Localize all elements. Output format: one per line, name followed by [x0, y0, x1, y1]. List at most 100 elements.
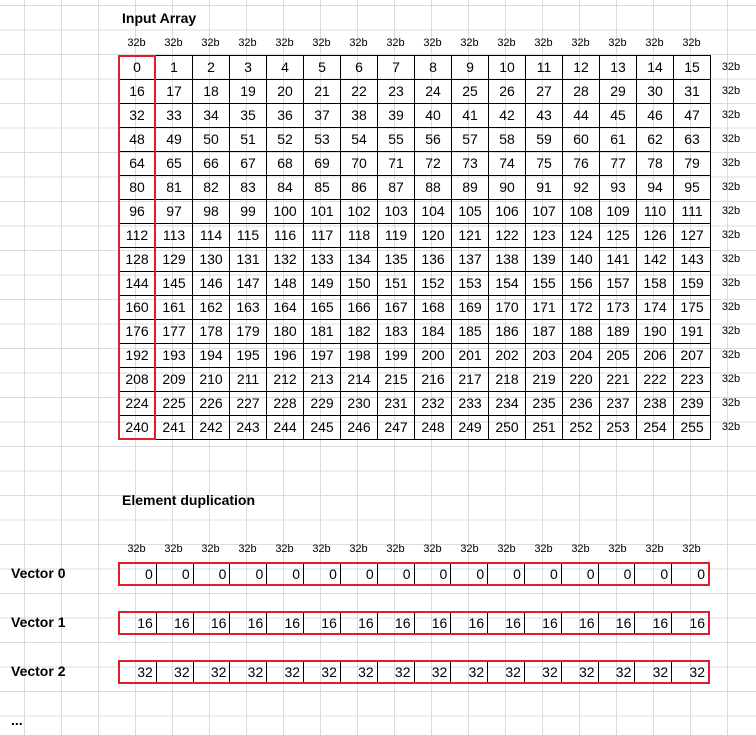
continuation-ellipsis: ...	[11, 712, 23, 728]
array-cell: 126	[636, 223, 674, 248]
array-cell: 201	[451, 343, 489, 368]
array-cell: 46	[636, 103, 674, 128]
input-array-grid: 0 1 2 3 4 5 6 7 8 9 10 11 12 13 14 15 16 17 18 19 20 21 22 23 24…	[118, 55, 711, 440]
vector-cell: 16	[562, 613, 599, 633]
array-cell: 99	[229, 199, 267, 224]
array-cell: 115	[229, 223, 267, 248]
table-row: 112 113 114 115 116 117 118 119 120 121 122 123 124 1…	[118, 223, 711, 248]
array-cell: 122	[488, 223, 526, 248]
vector-cell: 32	[230, 662, 268, 682]
array-cell: 28	[562, 79, 600, 104]
array-cell: 202	[488, 343, 526, 368]
array-cell: 238	[636, 391, 674, 416]
array-cell: 56	[414, 127, 452, 152]
array-cell: 170	[488, 295, 526, 320]
array-cell: 231	[377, 391, 415, 416]
array-cell: 33	[155, 103, 193, 128]
array-cell: 155	[525, 271, 563, 296]
array-cell: 81	[155, 175, 193, 200]
vector-row: 16 16 16 16 16 16 16 16 16 16 16 16 16 16 16 16	[118, 611, 710, 635]
array-cell: 7	[377, 55, 415, 80]
row-width-label: 32b	[721, 301, 741, 313]
vector-cell: 16	[304, 613, 341, 633]
array-cell: 63	[673, 127, 711, 152]
array-cell: 200	[414, 343, 452, 368]
array-cell: 39	[377, 103, 415, 128]
array-cell: 15	[673, 55, 711, 80]
table-row: 128 129 130 131 132 133 134 135 136 137 138 139 140 1…	[118, 247, 711, 272]
row-width-label: 32b	[721, 181, 741, 193]
array-cell: 84	[266, 175, 304, 200]
vector-cell: 32	[304, 662, 341, 682]
array-cell: 242	[192, 415, 230, 440]
array-cell: 145	[155, 271, 193, 296]
column-width-label: 32b	[423, 37, 442, 49]
array-cell: 239	[673, 391, 711, 416]
array-cell: 130	[192, 247, 230, 272]
array-cell: 254	[636, 415, 674, 440]
array-cell: 102	[340, 199, 378, 224]
array-cell: 59	[525, 127, 563, 152]
array-cell: 2	[192, 55, 230, 80]
array-cell: 139	[525, 247, 563, 272]
array-cell: 141	[599, 247, 637, 272]
array-cell: 83	[229, 175, 267, 200]
table-row: 224 225 226 227 228 229 230 231 232 233 234 235 236 2…	[118, 391, 711, 416]
array-cell: 198	[340, 343, 378, 368]
element-duplication-title: Element duplication	[122, 492, 256, 508]
array-cell: 4	[266, 55, 304, 80]
table-row: 144 145 146 147 148 149 150 151 152 153 154 155 156 1…	[118, 271, 711, 296]
array-cell: 176	[118, 319, 156, 344]
array-cell: 226	[192, 391, 230, 416]
array-cell: 138	[488, 247, 526, 272]
array-cell: 50	[192, 127, 230, 152]
array-cell: 235	[525, 391, 563, 416]
array-cell: 153	[451, 271, 489, 296]
array-cell: 161	[155, 295, 193, 320]
array-cell: 97	[155, 199, 193, 224]
vector-cell: 0	[562, 564, 599, 584]
vector-cell: 32	[341, 662, 378, 682]
row-width-label: 32b	[721, 85, 741, 97]
array-cell: 110	[636, 199, 674, 224]
array-cell: 51	[229, 127, 267, 152]
table-row: 64 65 66 67 68 69 70 71 72 73 74 75 76 77 78 79	[118, 151, 711, 176]
array-cell: 54	[340, 127, 378, 152]
vector-cell: 32	[451, 662, 489, 682]
array-cell: 89	[451, 175, 489, 200]
vector-cell: 32	[157, 662, 194, 682]
array-cell: 137	[451, 247, 489, 272]
column-width-label: 32b	[497, 37, 516, 49]
array-cell: 49	[155, 127, 193, 152]
vector-cell: 32	[194, 662, 231, 682]
array-cell: 237	[599, 391, 637, 416]
array-cell: 62	[636, 127, 674, 152]
row-width-label: 32b	[721, 325, 741, 337]
column-width-label: 32b	[164, 37, 183, 49]
table-row: 240 241 242 243 244 245 246 247 248 249 250 251 252 2…	[118, 415, 711, 440]
vector-cell: 32	[415, 662, 452, 682]
vector-cell: 16	[635, 613, 673, 633]
array-cell: 119	[377, 223, 415, 248]
vector-cell: 0	[599, 564, 636, 584]
array-cell: 58	[488, 127, 526, 152]
array-cell: 135	[377, 247, 415, 272]
array-cell: 197	[303, 343, 341, 368]
array-cell: 65	[155, 151, 193, 176]
array-cell: 207	[673, 343, 711, 368]
column-width-label: 32b	[127, 543, 146, 555]
column-width-label: 32b	[460, 543, 479, 555]
vector-cell: 0	[230, 564, 268, 584]
column-width-label: 32b	[386, 543, 405, 555]
array-cell: 185	[451, 319, 489, 344]
array-cell: 20	[266, 79, 304, 104]
array-cell: 143	[673, 247, 711, 272]
array-cell: 173	[599, 295, 637, 320]
array-cell: 117	[303, 223, 341, 248]
array-cell: 107	[525, 199, 563, 224]
array-cell: 88	[414, 175, 452, 200]
array-cell: 13	[599, 55, 637, 80]
array-cell: 194	[192, 343, 230, 368]
array-cell: 251	[525, 415, 563, 440]
array-cell: 82	[192, 175, 230, 200]
